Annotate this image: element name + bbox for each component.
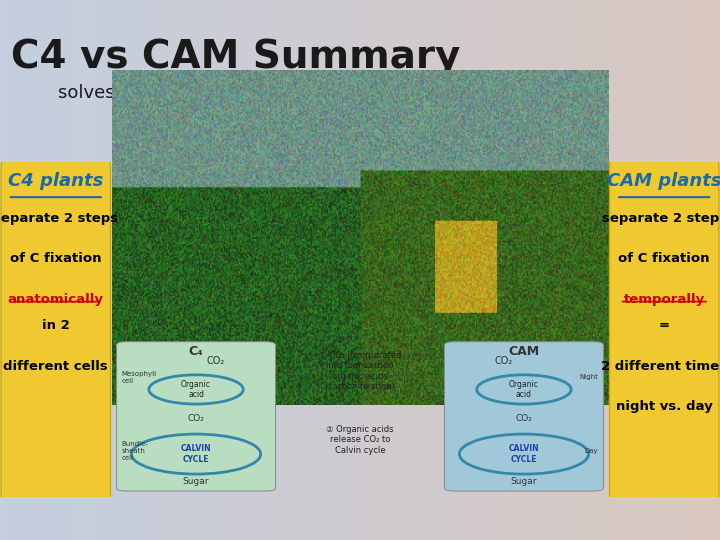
Text: Sugarcane: Sugarcane xyxy=(181,372,240,382)
Text: Sugar: Sugar xyxy=(510,477,537,485)
Text: CAM plants: CAM plants xyxy=(607,172,720,190)
Text: Organic
acid: Organic acid xyxy=(509,380,539,399)
FancyBboxPatch shape xyxy=(1,159,110,503)
Text: in 2: in 2 xyxy=(42,319,70,332)
Text: ② Organic acids
release CO₂ to
Calvin cycle: ② Organic acids release CO₂ to Calvin cy… xyxy=(326,425,394,455)
Text: CO₂: CO₂ xyxy=(516,414,532,423)
Text: ① CO₂ incorporated
into four-carbon
organic acids
(carbon fixation): ① CO₂ incorporated into four-carbon orga… xyxy=(319,351,401,391)
Text: separate 2 steps: separate 2 steps xyxy=(0,212,118,225)
Text: C4 plants: C4 plants xyxy=(8,172,104,190)
FancyBboxPatch shape xyxy=(117,342,276,491)
Text: Mesophyll
cell: Mesophyll cell xyxy=(122,370,157,383)
Text: Day: Day xyxy=(585,448,598,454)
Text: CALVIN
CYCLE: CALVIN CYCLE xyxy=(181,444,212,464)
Text: C4 vs CAM Summary: C4 vs CAM Summary xyxy=(11,38,460,76)
Text: 2 different times: 2 different times xyxy=(601,360,720,373)
Text: CALVIN
CYCLE: CALVIN CYCLE xyxy=(508,444,539,464)
Text: Sugar: Sugar xyxy=(183,477,210,485)
Text: Pineapple: Pineapple xyxy=(469,372,523,382)
Text: of C fixation: of C fixation xyxy=(10,252,102,265)
Text: separate 2 steps: separate 2 steps xyxy=(602,212,720,225)
Text: CO₂: CO₂ xyxy=(207,355,225,366)
Text: Night: Night xyxy=(580,374,598,380)
Text: =: = xyxy=(659,319,670,332)
FancyBboxPatch shape xyxy=(444,342,603,491)
Text: night vs. day: night vs. day xyxy=(616,400,713,413)
Text: of C fixation: of C fixation xyxy=(618,252,710,265)
Text: different cells: different cells xyxy=(4,360,108,373)
Text: CAM: CAM xyxy=(508,345,539,358)
Text: Organic
acid: Organic acid xyxy=(181,380,211,399)
Text: CO₂: CO₂ xyxy=(495,355,513,366)
FancyBboxPatch shape xyxy=(610,159,719,503)
Text: solves CO₂ / O₂ gas exchange vs. H₂O loss challenge: solves CO₂ / O₂ gas exchange vs. H₂O los… xyxy=(58,84,530,102)
Text: anatomically: anatomically xyxy=(8,293,104,306)
Text: CO₂: CO₂ xyxy=(188,414,204,423)
Text: C₄: C₄ xyxy=(189,345,203,358)
Text: temporally: temporally xyxy=(624,293,705,306)
Text: Bundle-
sheath
cell: Bundle- sheath cell xyxy=(122,441,148,461)
